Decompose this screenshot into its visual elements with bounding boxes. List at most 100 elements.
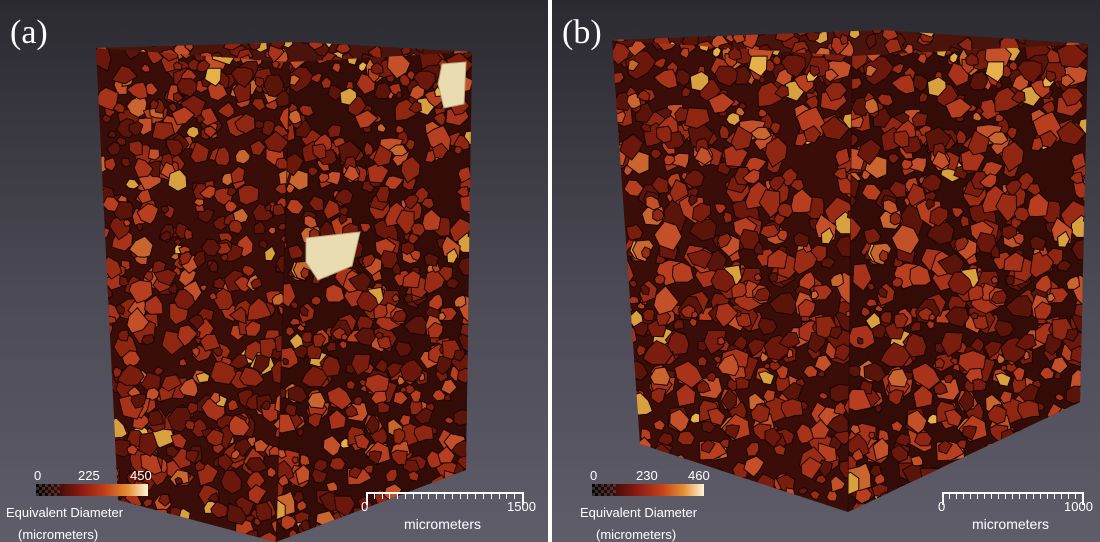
grain — [732, 334, 748, 351]
grain — [681, 86, 692, 98]
grain — [718, 124, 730, 140]
grain — [972, 111, 983, 122]
grain — [1057, 259, 1073, 273]
grain — [216, 101, 235, 119]
grain — [1065, 327, 1079, 342]
grain — [1039, 129, 1058, 149]
grain — [140, 63, 151, 73]
grain — [234, 112, 256, 135]
grain — [106, 141, 121, 156]
grain — [322, 198, 341, 221]
grain — [684, 107, 711, 129]
scale-bar-tick — [1033, 492, 1034, 499]
scale-bar-tick — [1005, 492, 1006, 499]
grain — [208, 292, 218, 301]
grain — [296, 499, 307, 513]
grain — [681, 30, 700, 48]
grain — [612, 363, 623, 376]
colorbar-min-label: 0 — [590, 468, 598, 483]
grain — [627, 59, 640, 72]
grain — [863, 227, 882, 245]
grain — [228, 414, 251, 437]
grain — [713, 203, 728, 215]
grain — [612, 190, 619, 203]
grain — [368, 450, 383, 465]
grain — [891, 276, 904, 289]
grain — [247, 484, 268, 506]
grain — [244, 320, 262, 337]
grain — [829, 383, 850, 403]
grain — [226, 502, 248, 525]
grain — [1082, 214, 1088, 224]
grain — [612, 392, 621, 406]
grain — [350, 353, 372, 377]
grain — [121, 502, 139, 523]
grain — [210, 501, 229, 519]
grain — [1062, 413, 1085, 435]
grain — [158, 493, 171, 507]
grain — [219, 253, 228, 262]
grain — [394, 98, 420, 122]
grain — [1005, 275, 1015, 286]
grain — [147, 409, 165, 427]
grain-volume-render-b — [612, 30, 1088, 513]
grain — [720, 387, 738, 412]
grain — [686, 249, 714, 270]
grain — [106, 130, 118, 139]
grain — [920, 173, 943, 193]
grain — [105, 315, 117, 325]
grain — [990, 289, 1008, 305]
grain — [1066, 475, 1082, 494]
grain — [954, 235, 969, 253]
grain — [361, 253, 376, 269]
panel-divider — [548, 0, 552, 542]
grain — [356, 291, 379, 313]
grain — [705, 371, 717, 382]
grain — [849, 424, 861, 436]
grain — [612, 432, 633, 458]
grain — [124, 48, 141, 60]
grain — [758, 108, 768, 118]
grain — [1026, 183, 1042, 197]
scale-bar-tick — [420, 492, 422, 499]
grain — [780, 54, 807, 79]
grain — [813, 30, 823, 34]
grain — [883, 38, 903, 55]
grain — [785, 487, 796, 500]
grain — [820, 227, 835, 245]
grain — [967, 129, 991, 156]
grain — [331, 62, 342, 74]
grain — [96, 177, 105, 195]
grain — [174, 476, 184, 485]
grain — [649, 366, 671, 386]
grain — [385, 468, 398, 483]
grain — [301, 331, 313, 344]
grain — [437, 445, 456, 464]
grain — [962, 425, 977, 441]
grain — [400, 241, 415, 256]
grain — [407, 470, 420, 482]
grain — [863, 362, 887, 383]
grain — [96, 426, 102, 437]
grain — [128, 140, 143, 157]
grain — [865, 298, 878, 308]
panel-label-b: (b) — [562, 14, 602, 51]
grain — [1065, 385, 1086, 405]
grain — [848, 364, 861, 378]
grain — [913, 482, 931, 505]
scale-bar-tick — [984, 492, 985, 499]
grain — [307, 195, 325, 212]
grain — [857, 138, 882, 166]
grain — [673, 360, 704, 389]
grain — [241, 264, 256, 277]
grain — [728, 482, 746, 498]
grain — [190, 346, 201, 358]
grain — [640, 123, 652, 133]
grain — [652, 207, 665, 222]
grain — [431, 142, 449, 160]
scale-bar-tick — [963, 492, 964, 499]
grain — [824, 68, 839, 83]
grain — [254, 42, 263, 44]
grain — [347, 271, 372, 293]
grain — [288, 317, 301, 326]
